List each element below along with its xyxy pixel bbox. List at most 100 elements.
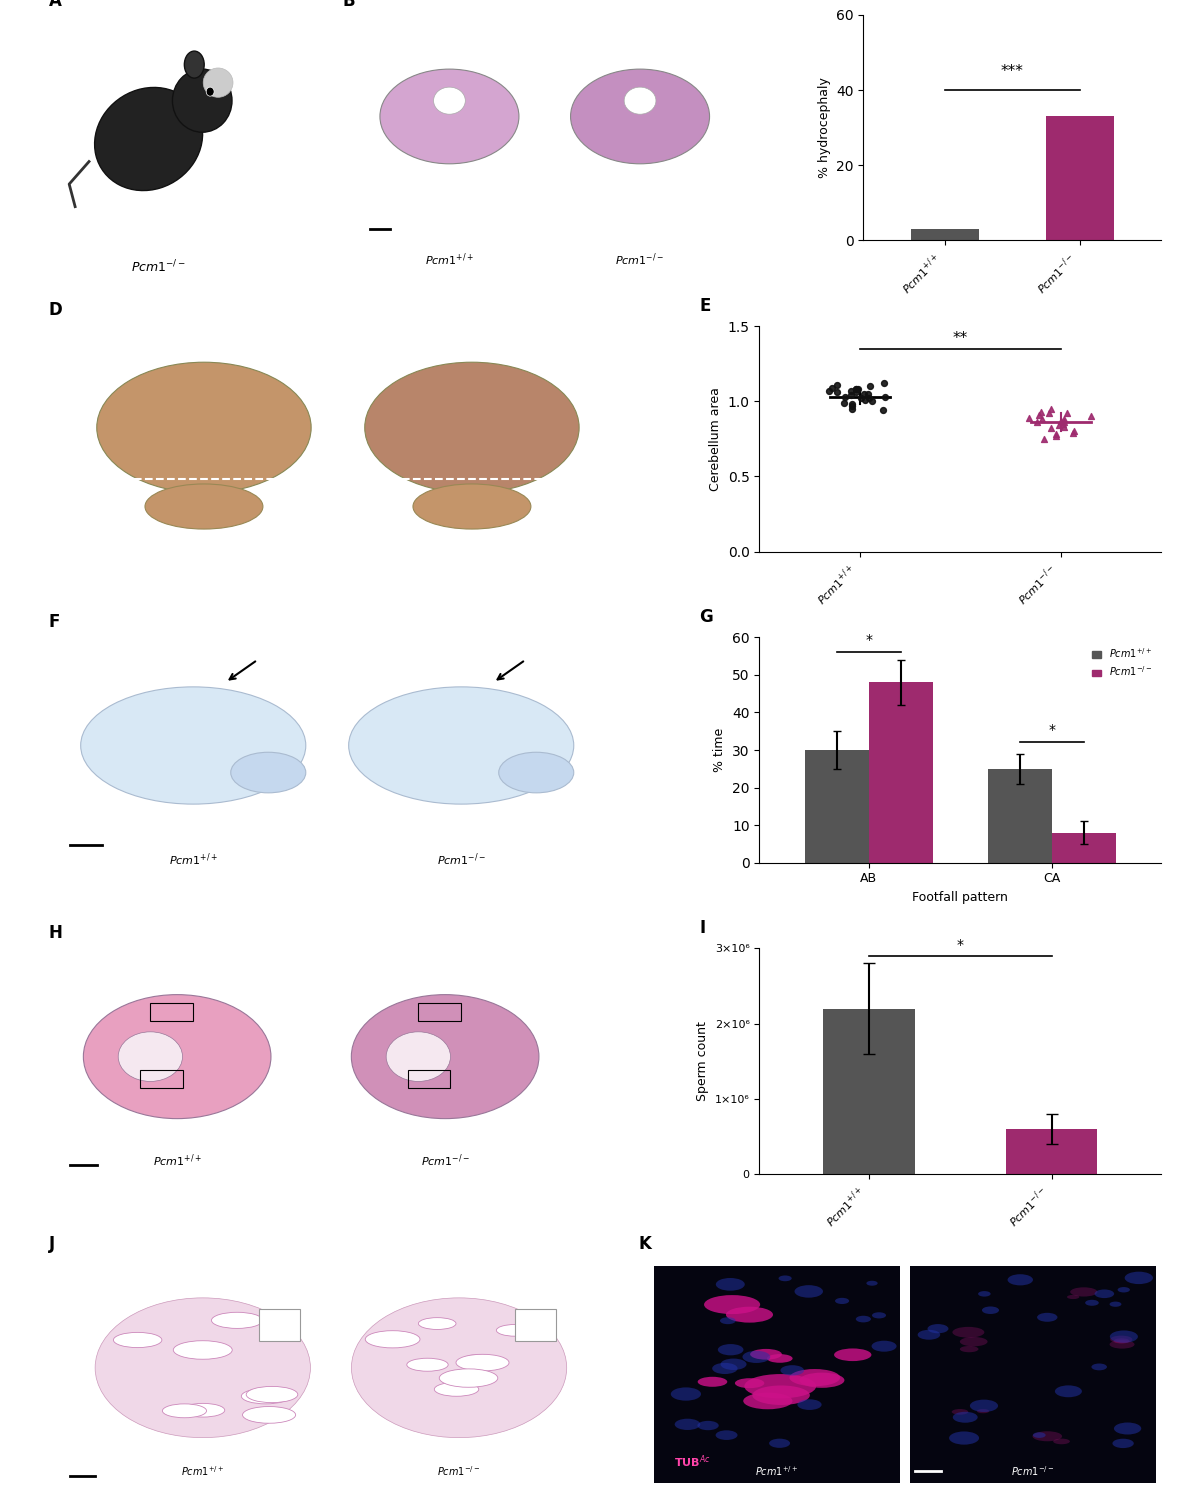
Ellipse shape bbox=[462, 1354, 499, 1366]
Y-axis label: Sperm count: Sperm count bbox=[696, 1022, 709, 1101]
Point bbox=[1055, 411, 1074, 435]
Ellipse shape bbox=[978, 1292, 991, 1296]
Ellipse shape bbox=[1085, 1300, 1098, 1306]
Ellipse shape bbox=[871, 1341, 897, 1352]
Ellipse shape bbox=[789, 1370, 840, 1386]
Ellipse shape bbox=[173, 69, 232, 132]
Ellipse shape bbox=[671, 1388, 702, 1401]
Ellipse shape bbox=[779, 1275, 792, 1281]
Ellipse shape bbox=[834, 1348, 871, 1360]
Ellipse shape bbox=[97, 362, 312, 494]
Ellipse shape bbox=[1055, 1386, 1082, 1396]
Bar bbox=[911, 230, 979, 240]
Point bbox=[827, 381, 846, 405]
Text: K: K bbox=[639, 1234, 652, 1252]
Ellipse shape bbox=[118, 1032, 182, 1082]
Text: $\it{Pcm1}$$^{-/-}$: $\it{Pcm1}$$^{-/-}$ bbox=[1012, 1464, 1055, 1478]
Ellipse shape bbox=[953, 1328, 985, 1338]
Text: D: D bbox=[49, 302, 63, 320]
Point bbox=[876, 386, 895, 410]
Ellipse shape bbox=[953, 1412, 978, 1422]
Point bbox=[858, 382, 877, 406]
Ellipse shape bbox=[976, 1408, 989, 1413]
Point bbox=[1046, 424, 1065, 448]
Ellipse shape bbox=[173, 1341, 232, 1359]
Point bbox=[863, 390, 882, 414]
Ellipse shape bbox=[380, 69, 519, 164]
Ellipse shape bbox=[743, 1352, 770, 1364]
Ellipse shape bbox=[1110, 1335, 1133, 1342]
Ellipse shape bbox=[1114, 1338, 1129, 1344]
Ellipse shape bbox=[781, 1365, 805, 1376]
Ellipse shape bbox=[726, 1306, 773, 1323]
Bar bbox=[869, 682, 933, 862]
Ellipse shape bbox=[750, 1348, 782, 1359]
Bar bbox=[1051, 833, 1115, 862]
Ellipse shape bbox=[624, 87, 656, 114]
Point bbox=[835, 386, 854, 410]
Point bbox=[827, 374, 846, 398]
Ellipse shape bbox=[1109, 1302, 1121, 1306]
Point bbox=[848, 378, 867, 402]
Text: B: B bbox=[342, 0, 354, 10]
Ellipse shape bbox=[243, 1407, 295, 1424]
Text: $\it{Pcm1}$$^{-/-}$: $\it{Pcm1}$$^{-/-}$ bbox=[436, 852, 486, 868]
Ellipse shape bbox=[752, 1386, 809, 1406]
FancyBboxPatch shape bbox=[910, 1266, 1157, 1482]
Ellipse shape bbox=[960, 1346, 979, 1352]
Ellipse shape bbox=[698, 1420, 719, 1430]
Ellipse shape bbox=[798, 1400, 821, 1410]
Point bbox=[847, 378, 866, 402]
Ellipse shape bbox=[928, 1324, 948, 1334]
Y-axis label: % hydrocephaly: % hydrocephaly bbox=[818, 78, 831, 178]
Ellipse shape bbox=[698, 1377, 728, 1388]
Ellipse shape bbox=[1053, 1438, 1070, 1444]
Point bbox=[843, 398, 861, 422]
Text: $\it{Pcm1}$$^{+/+}$: $\it{Pcm1}$$^{+/+}$ bbox=[755, 1464, 799, 1478]
Ellipse shape bbox=[114, 1332, 162, 1347]
Bar bbox=[805, 750, 869, 862]
Point bbox=[852, 387, 871, 411]
Ellipse shape bbox=[242, 1389, 290, 1404]
Bar bbox=[1046, 117, 1114, 240]
Ellipse shape bbox=[456, 1354, 510, 1371]
Ellipse shape bbox=[872, 1312, 886, 1318]
Ellipse shape bbox=[181, 1404, 225, 1417]
Point bbox=[1042, 417, 1061, 441]
Ellipse shape bbox=[1037, 1312, 1057, 1322]
Ellipse shape bbox=[1091, 1364, 1107, 1371]
Point bbox=[834, 392, 853, 416]
Point bbox=[1027, 411, 1046, 435]
Ellipse shape bbox=[1125, 1272, 1153, 1284]
Text: $\it{Pcm1}$$^{-/-}$: $\it{Pcm1}$$^{-/-}$ bbox=[437, 1464, 481, 1478]
Ellipse shape bbox=[960, 1336, 987, 1347]
Ellipse shape bbox=[1070, 1287, 1097, 1296]
Y-axis label: % time: % time bbox=[713, 728, 726, 772]
Ellipse shape bbox=[365, 1330, 419, 1348]
Ellipse shape bbox=[203, 68, 233, 98]
Ellipse shape bbox=[1095, 1290, 1114, 1298]
Ellipse shape bbox=[720, 1359, 747, 1370]
Point bbox=[843, 394, 861, 418]
Ellipse shape bbox=[435, 1383, 479, 1396]
Point bbox=[1057, 402, 1076, 426]
Ellipse shape bbox=[866, 1281, 878, 1286]
Ellipse shape bbox=[83, 994, 271, 1119]
Ellipse shape bbox=[856, 1316, 871, 1323]
Ellipse shape bbox=[982, 1306, 999, 1314]
Bar bbox=[988, 770, 1051, 862]
Point bbox=[1064, 420, 1083, 444]
Point bbox=[854, 382, 873, 406]
Ellipse shape bbox=[743, 1392, 793, 1410]
Text: TUB$^{Ac}$: TUB$^{Ac}$ bbox=[674, 1454, 711, 1470]
Point bbox=[841, 380, 860, 404]
Point bbox=[1055, 408, 1074, 432]
Y-axis label: Cerebellum area: Cerebellum area bbox=[709, 387, 722, 490]
Ellipse shape bbox=[674, 1419, 700, 1430]
Point bbox=[822, 376, 841, 400]
Point bbox=[841, 384, 860, 408]
Text: $\it{Pcm1}$$^{-/-}$: $\it{Pcm1}$$^{-/-}$ bbox=[132, 258, 186, 274]
Text: E: E bbox=[699, 297, 711, 315]
Text: C: C bbox=[819, 0, 831, 3]
Point bbox=[1042, 398, 1061, 422]
